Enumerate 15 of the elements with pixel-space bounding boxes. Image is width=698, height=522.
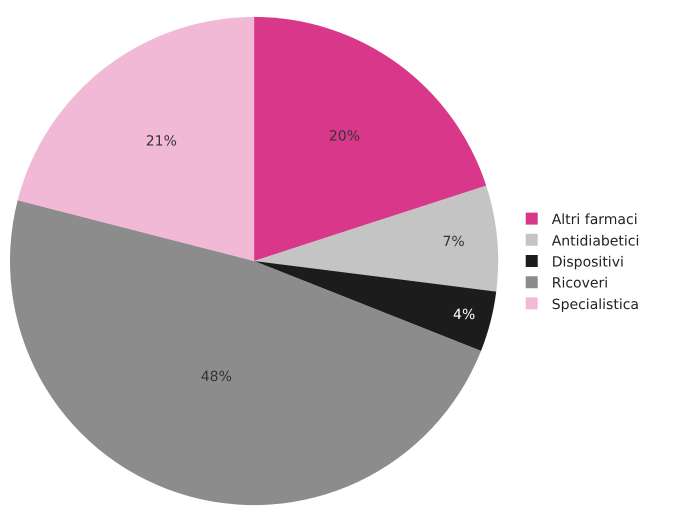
data-label: 21% <box>146 133 177 150</box>
data-label: 48% <box>200 369 232 386</box>
pie-slice <box>10 200 482 505</box>
legend-label: Ricoveri <box>552 276 608 292</box>
pie-slice <box>18 16 254 261</box>
legend-label: Altri farmaci <box>552 212 638 228</box>
pie-slice <box>254 186 498 292</box>
legend-label: Specialistica <box>552 296 639 313</box>
pie-slice <box>254 16 486 261</box>
pie-slice <box>254 261 496 351</box>
data-label: 20% <box>328 128 360 145</box>
legend-label: Dispositivi <box>552 254 624 270</box>
legend-label: Antidiabetici <box>552 233 640 250</box>
data-label: 7% <box>442 234 465 250</box>
data-label: 4% <box>453 306 476 323</box>
